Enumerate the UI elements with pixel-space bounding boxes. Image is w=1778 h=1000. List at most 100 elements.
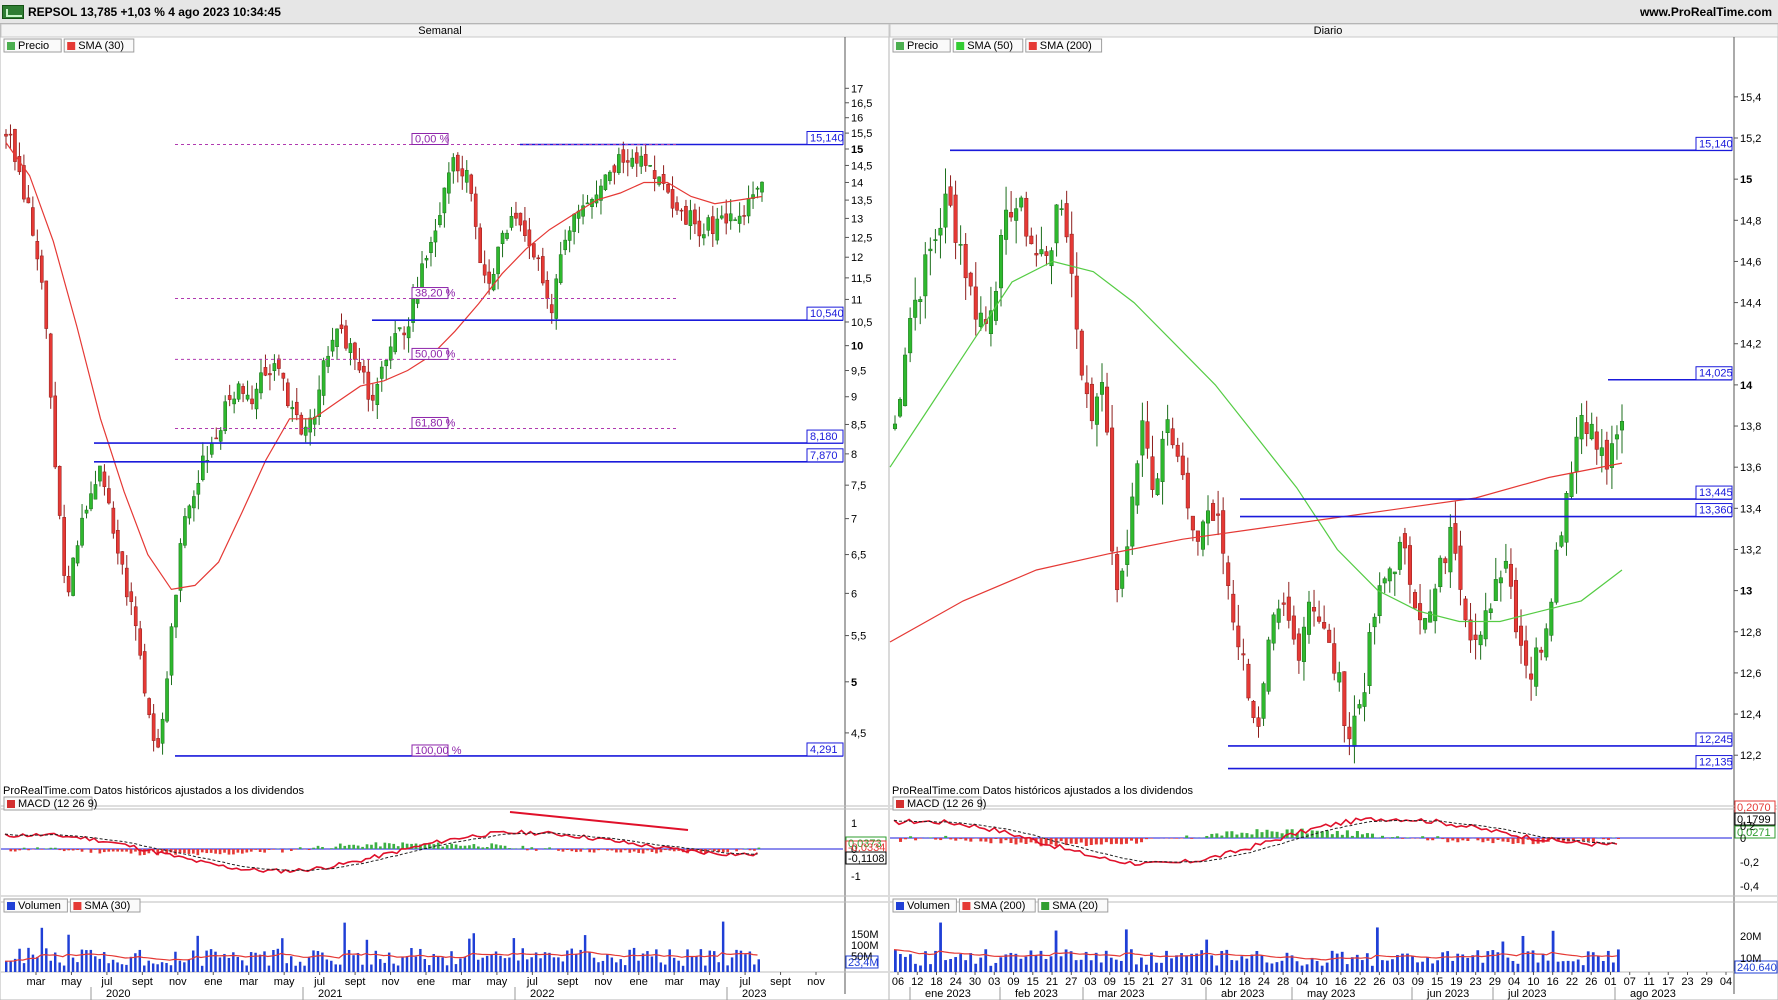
volume-bar [517,960,520,972]
macd-histogram-bar [156,849,160,856]
candle-body [724,213,729,224]
legend-swatch [7,42,15,50]
candle-body [1069,233,1074,274]
candle-body [1301,626,1306,662]
candle-body [1221,510,1226,554]
y-tick-label: 14,2 [1740,339,1761,351]
volume-bar [677,960,680,972]
candle-body [1236,625,1241,648]
macd-histogram-bar [1280,833,1284,838]
candle-body [75,545,80,564]
volume-bar [129,956,133,972]
macd-histogram-bar [53,847,57,849]
volume-bar [481,957,484,972]
volume-bar [1240,956,1244,972]
level-label: 10,540 [810,308,844,320]
macd-histogram-bar [1345,830,1349,838]
macd-histogram-bar [1521,838,1525,845]
macd-histogram-bar [1295,832,1299,838]
macd-histogram-bar [543,848,547,849]
volume-bar [534,952,538,972]
macd-histogram-bar [1581,838,1585,841]
macd-histogram-bar [1561,838,1565,842]
y-tick-label: 13 [1740,586,1752,598]
volume-bar [236,956,240,972]
period-label: may 2023 [1307,988,1355,1000]
volume-bar [1496,952,1500,972]
macd-histogram-bar [227,849,231,855]
volume-bar [1170,958,1173,972]
volume-bar [646,951,649,972]
volume-bar [218,957,222,972]
macd-histogram-bar [352,844,356,849]
macd-histogram-bar [1436,836,1440,838]
candle-body [438,215,442,226]
candle-body [133,606,138,627]
x-tick-label: mar [452,976,471,988]
volume-bar [1260,955,1264,972]
y-tick-label: 6,5 [851,550,866,562]
candle-body [1448,526,1453,573]
volume-bar [592,957,596,972]
candle-body [973,286,978,320]
candle-body [4,133,8,137]
volume-bar [552,957,556,972]
volume-bar [1129,949,1133,972]
candle-body [523,220,527,236]
volume-bar [303,965,306,972]
volume-bar [1591,952,1595,972]
legend-swatch [1028,42,1037,50]
macd-histogram-bar [338,843,342,849]
macd-value-label: 0,2070 [1737,802,1771,814]
macd-histogram-bar [481,847,485,849]
volume-bar [1436,960,1439,972]
volume-bar [1355,954,1359,972]
macd-value-box [1734,825,1776,839]
macd-histogram-bar [187,849,191,854]
macd-histogram-bar [80,849,84,852]
macd-histogram-bar [726,849,730,852]
macd-divergence-line [509,811,689,831]
candle-body [371,394,375,401]
macd-histogram-bar [664,849,667,851]
macd-histogram-bar [1456,838,1460,843]
macd-histogram-bar [672,849,676,852]
volume-bar [1511,961,1515,972]
candle-body [1614,434,1619,440]
macd-histogram-bar [1426,838,1430,841]
macd-histogram-bar [521,845,525,849]
macd-histogram-bar [147,849,151,854]
candle-body [17,156,22,173]
macd-histogram-bar [1446,838,1450,843]
macd-histogram-bar [374,842,378,849]
macd-histogram-bar [503,845,507,849]
macd-histogram-bar [1325,830,1329,838]
title-bar: REPSOL 13,785 +1,03 % 4 ago 2023 10:34:4… [0,0,1778,24]
candle-body [447,172,451,194]
x-tick-label: 12 [911,976,923,988]
y-tick-label: 16 [851,113,863,125]
candle-body [111,507,116,534]
volume-bar [1119,960,1123,972]
candle-body [702,234,706,239]
y-tick-label: 15,5 [851,128,872,140]
macd-histogram-bar [628,849,632,853]
level-label-box [1695,755,1733,770]
volume-bar [196,935,199,972]
candle-body [348,343,353,353]
macd-histogram-bar [272,849,275,850]
volume-value-label: 23,4M [848,957,879,969]
macd-histogram-bar [708,849,712,850]
macd-histogram-bar [27,849,30,851]
period-label: mar 2023 [1098,988,1144,1000]
volume-tick-label: 10M [1740,953,1761,965]
macd-histogram-bar [939,838,943,841]
macd-histogram-bar [321,846,324,849]
volume-bar [664,964,667,972]
site-link[interactable]: www.ProRealTime.com [1639,5,1772,19]
volume-bar [721,921,725,972]
candle-body [514,212,518,219]
volume-bar [744,954,747,972]
volume-bar [187,959,191,972]
macd-tick-label: 0,2 [1740,821,1755,833]
